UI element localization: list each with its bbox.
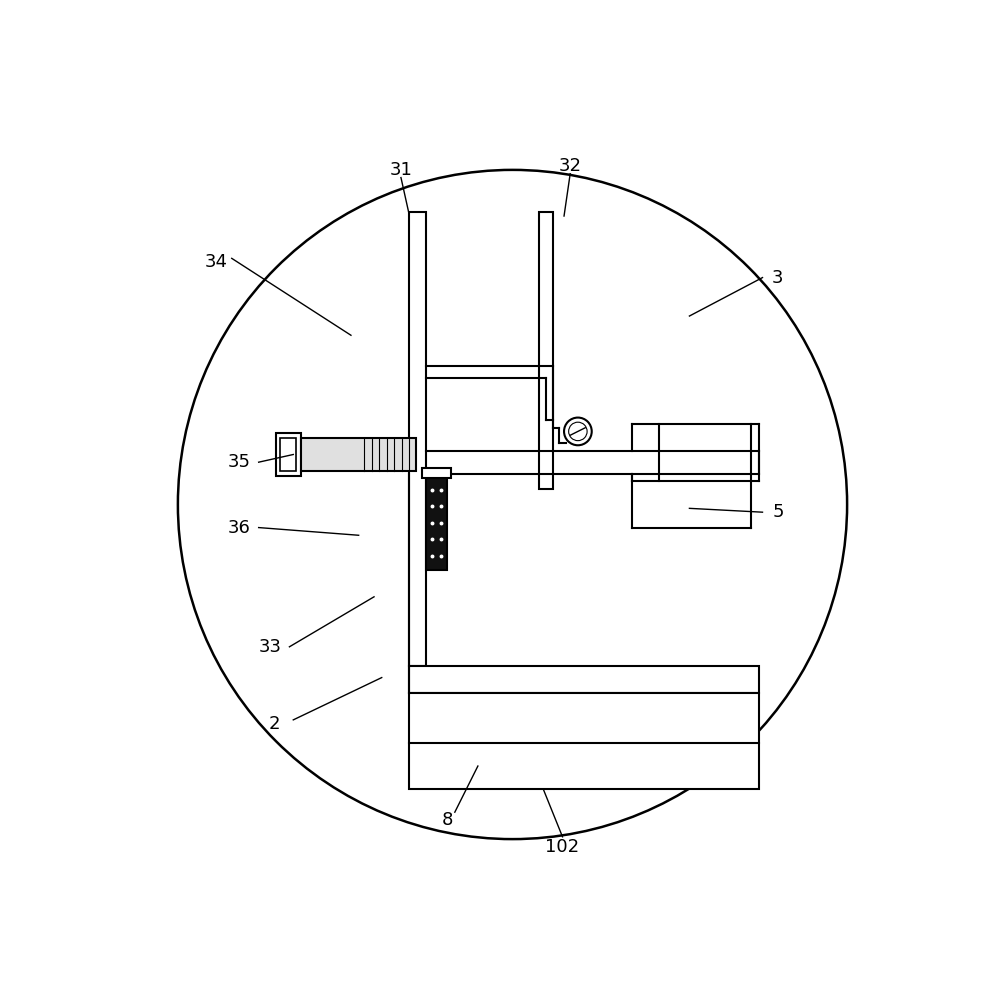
Bar	[426, 478, 447, 569]
Text: 33: 33	[259, 637, 282, 655]
Text: 34: 34	[205, 253, 228, 271]
Bar	[280, 438, 296, 472]
Bar	[409, 666, 759, 693]
Bar	[276, 433, 301, 477]
Text: 2: 2	[268, 714, 280, 732]
Text: 32: 32	[559, 157, 582, 175]
Text: 36: 36	[228, 518, 251, 536]
Text: 102: 102	[545, 838, 580, 856]
Text: 31: 31	[390, 161, 412, 179]
Bar	[539, 212, 553, 490]
Text: 5: 5	[772, 503, 784, 521]
Text: 3: 3	[772, 269, 784, 287]
Text: 35: 35	[228, 454, 251, 472]
Bar	[409, 212, 426, 666]
Bar	[422, 469, 451, 478]
Bar	[409, 693, 759, 789]
Text: 8: 8	[441, 811, 453, 829]
Bar	[301, 439, 416, 471]
